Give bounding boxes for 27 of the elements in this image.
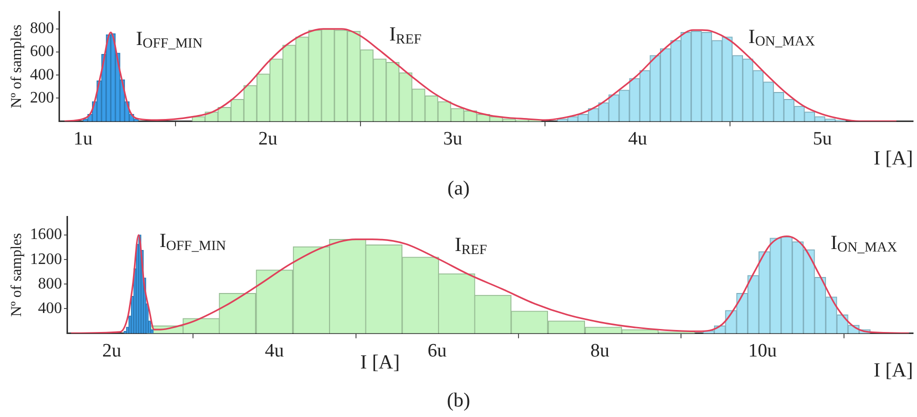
y-tick-label: 800 <box>38 275 62 292</box>
x-tick-label: 10u <box>748 340 778 362</box>
line-series <box>64 28 898 122</box>
x-tick-label: 6u <box>428 340 448 362</box>
x-tick-label: 2u <box>258 128 278 150</box>
x-tick-label: 1u <box>74 128 94 150</box>
x-tick-label: 2u <box>102 340 122 362</box>
x-tick-label: 4u <box>264 340 284 362</box>
y-tick-label: 400 <box>38 300 62 317</box>
text: (a) <box>447 177 470 200</box>
y-tick-label: 200 <box>30 89 54 106</box>
y-tick-label: 1600 <box>30 226 62 244</box>
y-tick-label: 600 <box>30 43 54 60</box>
y-tick-label: 800 <box>30 20 54 38</box>
text: (b) <box>446 389 470 412</box>
x-tick-label: 4u <box>628 128 648 150</box>
y-axis-title: Nº of samples <box>8 232 25 317</box>
y-axis-title: Nº of samples <box>8 24 25 108</box>
x-tick-label: 3u <box>443 128 463 150</box>
x-axis-title: I [A] <box>874 147 913 170</box>
x-tick-label: 5u <box>812 128 832 150</box>
text: I [A] <box>360 351 400 374</box>
x-axis-title: I [A] <box>874 359 913 382</box>
x-tick-label: 8u <box>590 340 610 362</box>
y-tick-label: 400 <box>30 66 54 84</box>
line-series <box>70 234 910 334</box>
y-tick-label: 1200 <box>30 250 62 268</box>
